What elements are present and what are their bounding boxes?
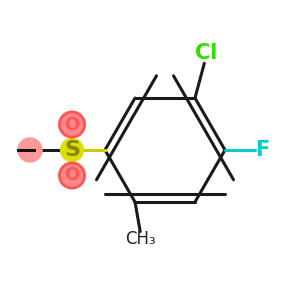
Text: CH₃: CH₃ [125,230,155,248]
Circle shape [59,112,85,137]
Text: O: O [64,116,80,134]
Circle shape [61,139,83,161]
Text: Cl: Cl [195,43,217,63]
Text: F: F [255,140,270,160]
Text: O: O [64,167,80,184]
Text: S: S [64,140,80,160]
Circle shape [59,163,85,188]
Circle shape [18,138,42,162]
